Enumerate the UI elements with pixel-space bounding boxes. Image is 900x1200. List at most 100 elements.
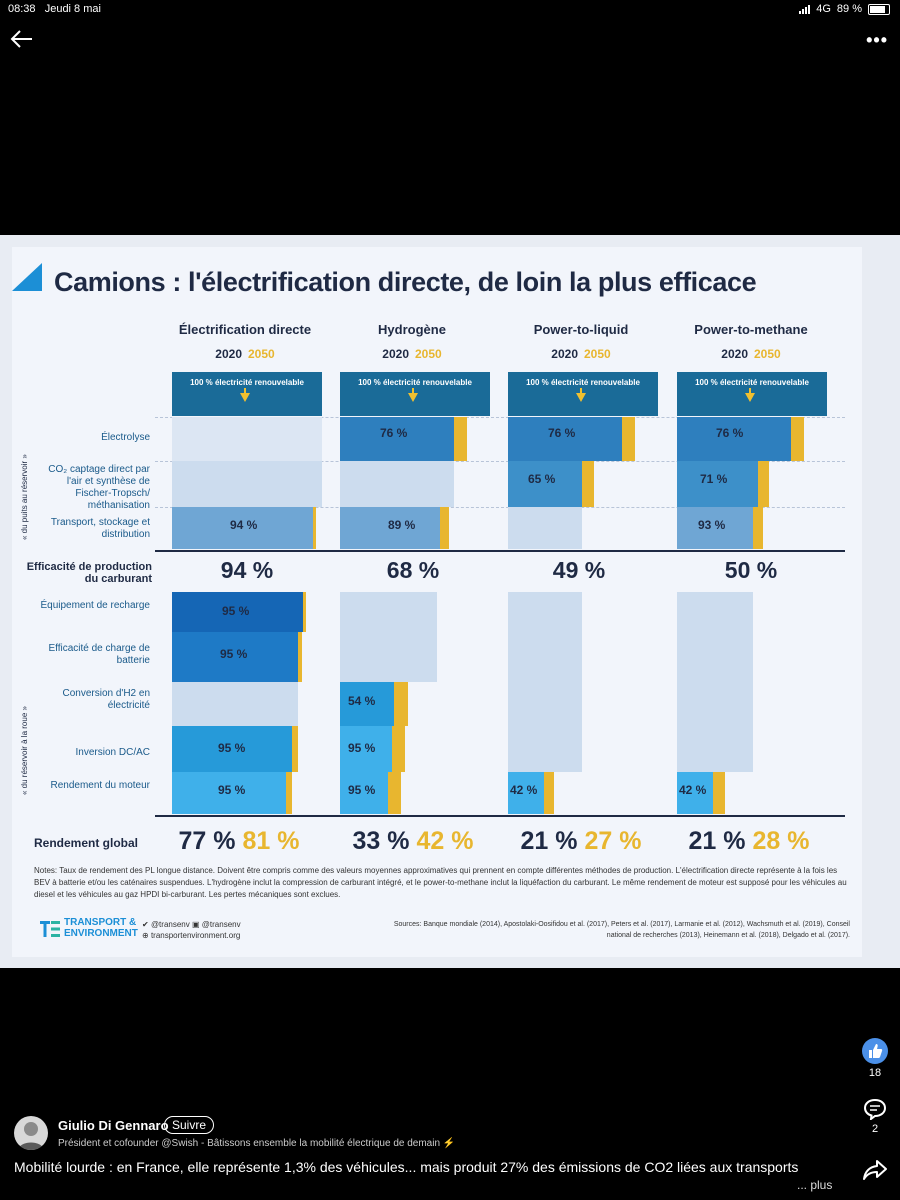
col-years: 2020 2050	[160, 347, 330, 361]
bar-gold-electrolyse-4	[791, 417, 804, 461]
signal-icon	[799, 4, 811, 14]
comment-icon	[863, 1098, 887, 1122]
global-2050-3: 27 %	[584, 827, 642, 855]
bar-synthese-1	[172, 461, 322, 507]
global-2050-2: 42 %	[416, 827, 474, 855]
year-2020: 2020	[215, 347, 242, 361]
bar-gold-inversion-2	[392, 726, 405, 772]
post-caption: Mobilité lourde : en France, elle représ…	[14, 1159, 799, 1175]
global-2020-1: 77 %	[178, 827, 236, 855]
year-2050: 2050	[754, 347, 781, 361]
post-image[interactable]: Camions : l'électrification directe, de …	[0, 235, 900, 968]
value-batterie-1: 95 %	[220, 647, 248, 661]
battery-icon	[868, 3, 890, 15]
bar-gold-conversion-2	[394, 682, 408, 726]
infographic-title: Camions : l'électrification directe, de …	[54, 267, 757, 297]
bar-electrolyse-1	[172, 417, 322, 461]
bar-recharge-1	[172, 592, 303, 632]
status-time: 08:38	[8, 3, 36, 15]
bar-conversion-1	[172, 682, 298, 726]
bar-synthese-2	[340, 461, 454, 507]
follow-button[interactable]: Suivre	[164, 1116, 215, 1134]
bar-electrolyse-4	[677, 417, 791, 461]
bar-inversion-1	[172, 726, 292, 772]
production-label: Efficacité de production du carburant	[26, 561, 152, 585]
bar-moteur-2	[340, 772, 388, 814]
row-label-recharge: Équipement de recharge	[40, 600, 150, 611]
value-recharge-1: 95 %	[222, 604, 250, 618]
row-label-batterie: Efficacité de charge de batterie	[48, 643, 150, 666]
bar-gold-recharge-1	[303, 592, 306, 632]
renewable-label: 100 % électricité renouvelable	[526, 378, 640, 387]
bar-electrolyse-2	[340, 417, 454, 461]
bar-moteur-4	[677, 772, 713, 814]
bar-transport-1	[172, 507, 313, 549]
bar-batterie-1	[172, 632, 298, 682]
value-electrolyse-4: 76 %	[716, 426, 744, 440]
bar-gold-transport-4	[753, 507, 763, 549]
value-moteur-1: 95 %	[218, 783, 246, 797]
production-value-1: 94 %	[220, 557, 274, 583]
value-moteur-4: 42 %	[679, 783, 707, 797]
value-electrolyse-3: 76 %	[548, 426, 576, 440]
year-2020: 2020	[721, 347, 748, 361]
bar-transport-4	[677, 507, 753, 549]
author-name[interactable]: Giulio Di Gennaro	[58, 1118, 169, 1133]
like-button[interactable]: 18	[860, 1038, 890, 1079]
divider-line	[155, 550, 845, 552]
bar-gold-inversion-1	[292, 726, 298, 772]
renewable-box: 100 % électricité renouvelable	[508, 372, 658, 416]
facebook-icon: ▣	[191, 920, 200, 929]
year-2050: 2050	[248, 347, 275, 361]
thumbs-up-icon	[862, 1038, 888, 1064]
network-label: 4G	[816, 3, 831, 15]
row-label-synthese: CO₂ captage direct par l'air et synthèse…	[48, 464, 150, 511]
share-icon	[863, 1160, 887, 1180]
bar-prev-4	[677, 592, 753, 772]
globe-icon: ⊕	[142, 931, 149, 940]
row-label-electrolyse: Électrolyse	[101, 432, 150, 443]
row-label-inversion: Inversion DC/AC	[75, 747, 150, 758]
global-value-2: 33 % 42 %	[328, 827, 498, 856]
back-arrow-icon[interactable]	[10, 28, 34, 50]
col-head-ptm: Power-to-methane	[694, 322, 808, 337]
share-button[interactable]	[860, 1158, 890, 1185]
row-guide	[155, 507, 845, 508]
bar-electrolyse-3	[508, 417, 622, 461]
comment-button[interactable]: 2	[860, 1098, 890, 1135]
bar-gold-synthese-3	[582, 461, 594, 507]
year-2020: 2020	[382, 347, 409, 361]
renewable-label: 100 % électricité renouvelable	[695, 378, 809, 387]
production-value-3: 49 %	[552, 557, 606, 583]
production-value-4: 50 %	[724, 557, 778, 583]
down-arrow-icon	[240, 393, 250, 402]
more-options-icon[interactable]: •••	[866, 30, 888, 50]
bar-gold-moteur-3	[544, 772, 554, 814]
global-value-3: 21 % 27 %	[496, 827, 666, 856]
col-years: 2020 2050	[496, 347, 666, 361]
col-head-ptl: Power-to-liquid	[533, 322, 629, 337]
like-count: 18	[868, 1067, 882, 1079]
bar-transport-3	[508, 507, 582, 549]
col-head-electrification: Électrification directe	[178, 322, 312, 337]
value-electrolyse-2: 76 %	[380, 426, 408, 440]
status-right: 4G 89 %	[799, 3, 890, 15]
avatar[interactable]	[14, 1116, 48, 1150]
down-arrow-icon	[745, 393, 755, 402]
bar-gold-moteur-2	[388, 772, 401, 814]
row-guide	[155, 417, 845, 418]
value-inversion-1: 95 %	[218, 741, 246, 755]
social-handles: ✔ @transenv ▣ @transenv ⊕ transportenvir…	[142, 919, 241, 941]
bar-prev-3	[508, 592, 582, 772]
author-headline: Président et cofounder @Swish - Bâtisson…	[58, 1138, 456, 1149]
twitter-icon: ✔	[142, 920, 149, 929]
year-2020: 2020	[551, 347, 578, 361]
see-more-link[interactable]: ... plus	[797, 1178, 833, 1192]
divider-line	[155, 815, 845, 817]
down-arrow-icon	[408, 393, 418, 402]
row-label-conversion: Conversion d'H2 en électricité	[62, 688, 150, 711]
renewable-label: 100 % électricité renouvelable	[358, 378, 472, 387]
bar-synthese-3	[508, 461, 582, 507]
comment-count: 2	[871, 1123, 879, 1135]
row-guide	[155, 461, 845, 462]
